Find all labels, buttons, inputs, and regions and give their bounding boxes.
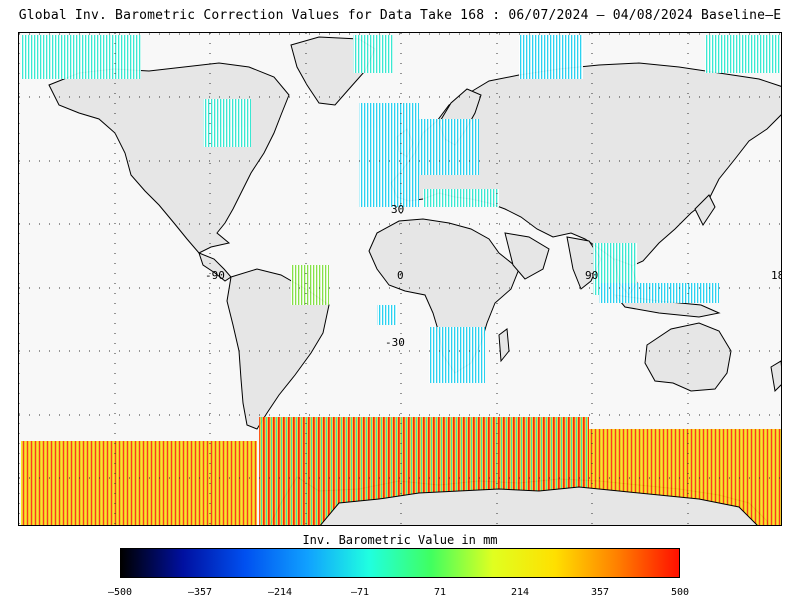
- swath-tropical-atlantic: [377, 305, 397, 325]
- swath-north-atlantic: [353, 35, 393, 73]
- australia-landmass: [644, 322, 732, 392]
- swath-mediterranean: [423, 189, 499, 207]
- colorbar-tick: 214: [510, 587, 530, 598]
- colorbar-tick: –71: [350, 587, 370, 598]
- swath-arctic-east: [705, 35, 781, 73]
- colorbar-tick: –214: [267, 587, 293, 598]
- colorbar-tick: –500: [107, 587, 133, 598]
- map-title: Global Inv. Barometric Correction Values…: [18, 8, 782, 23]
- new-zealand-landmass: [770, 360, 781, 393]
- central-america-landmass: [198, 252, 232, 282]
- india-landmass: [566, 236, 602, 290]
- colorbar-tick: 357: [590, 587, 610, 598]
- swath-barents-sea: [519, 35, 583, 79]
- lat-label-north: 30: [391, 203, 404, 216]
- lat-label-south: -30: [385, 336, 405, 349]
- lon-label-prime: 0: [397, 269, 404, 282]
- lon-label-east: 90: [585, 269, 598, 282]
- swath-southern-pacific: [21, 441, 257, 525]
- swath-north-brazil: [291, 265, 329, 305]
- swath-indonesia-seas: [599, 283, 719, 303]
- swath-north-pacific: [21, 35, 141, 79]
- colorbar-title: Inv. Barometric Value in mm: [302, 533, 498, 547]
- colorbar-tick: –357: [187, 587, 213, 598]
- lon-label-west: -90: [205, 269, 225, 282]
- antarctica-coast: [320, 486, 758, 525]
- colorbar-tick: 500: [670, 587, 690, 598]
- lon-label-dateline: 180: [771, 269, 782, 282]
- arabian-peninsula-landmass: [504, 232, 550, 280]
- japan-landmass: [694, 194, 716, 226]
- swath-south-africa: [429, 327, 485, 383]
- colorbar: [120, 548, 680, 578]
- colorbar-tick: 71: [433, 587, 447, 598]
- world-map: -90 0 90 180 30 -30: [18, 32, 782, 526]
- swath-north-sea: [399, 119, 479, 175]
- swath-hudson-bay: [203, 99, 251, 147]
